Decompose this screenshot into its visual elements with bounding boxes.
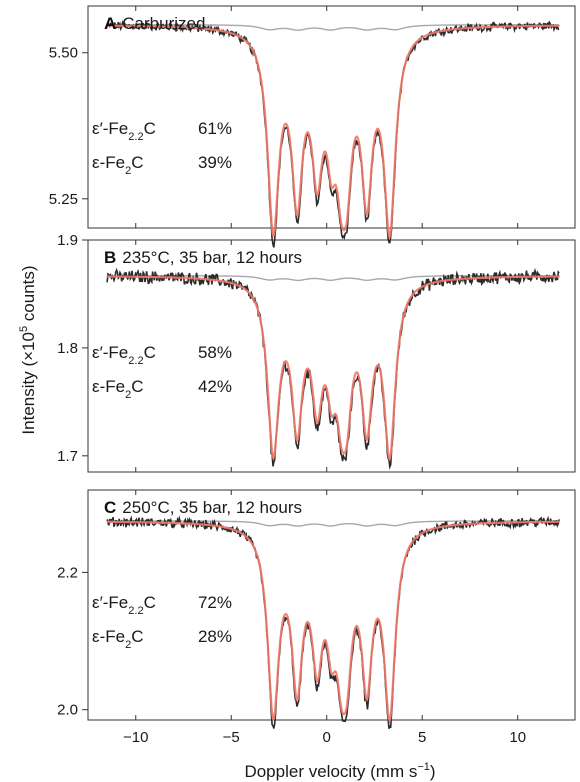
panel-b: 1.7 1.8 1.9 B 235°C, 35 bar, 12 hours ε′-Fe2.… — [57, 232, 576, 473]
panel-a: 5.25 5.50 A Carburized ε′-Fe2.2C 61% ε-Fe2C 39% — [49, 5, 576, 248]
x-tick-label: 10 — [509, 729, 526, 746]
panel-letter: B — [104, 248, 116, 267]
phase-label: ε′-Fe2.2C — [92, 343, 156, 367]
y-tick-label: 1.9 — [57, 232, 78, 249]
y-tick-label: 1.7 — [57, 448, 78, 465]
plot-frame — [87, 5, 576, 229]
fit-curve — [107, 275, 560, 462]
panel-letter: A — [104, 14, 116, 33]
x-axis-title: Doppler velocity (mm s−1) — [244, 761, 435, 781]
fit-curve — [107, 24, 560, 240]
fit-curve — [107, 520, 560, 724]
x-tick-label: −10 — [123, 729, 148, 746]
plot-frame — [87, 489, 576, 721]
panels: 5.25 5.50 A Carburized ε′-Fe2.2C 61% ε-Fe2C 39%… — [49, 5, 576, 746]
y-tick-label: 2.0 — [57, 702, 78, 719]
panel-c: 2.0 2.2 C 250°C, 35 bar, 12 hours ε′-Fe2.2C 7… — [57, 489, 576, 729]
panel-condition: 250°C, 35 bar, 12 hours — [122, 498, 302, 517]
panel-title: B 235°C, 35 bar, 12 hours — [104, 248, 302, 267]
phase-percent: 61% — [198, 119, 232, 138]
subspectrum-line — [107, 24, 559, 31]
panel-letter: C — [104, 498, 116, 517]
phase-percent: 58% — [198, 343, 232, 362]
y-tick-label: 1.8 — [57, 340, 78, 357]
phase-label: ε′-Fe2.2C — [92, 593, 156, 617]
x-tick-label: −5 — [223, 729, 240, 746]
phase-percent: 42% — [198, 377, 232, 396]
panel-condition: 235°C, 35 bar, 12 hours — [122, 248, 302, 267]
y-tick-label: 5.25 — [49, 191, 78, 208]
y-axis-title: Intensity (×105 counts) — [18, 265, 38, 434]
panel-condition: Carburized — [122, 14, 205, 33]
y-tick-label: 5.50 — [49, 45, 78, 62]
phase-percent: 28% — [198, 627, 232, 646]
phase-percent: 39% — [198, 153, 232, 172]
x-tick-label: 0 — [323, 729, 331, 746]
plot-frame — [87, 239, 576, 473]
measured-spectrum — [106, 267, 560, 470]
measured-spectrum — [106, 515, 560, 729]
panel-title: C 250°C, 35 bar, 12 hours — [104, 498, 302, 517]
x-tick-label: 5 — [418, 729, 426, 746]
phase-label: ε-Fe2C — [92, 153, 144, 177]
phase-label: ε-Fe2C — [92, 627, 144, 651]
panel-title: A Carburized — [104, 14, 205, 33]
y-tick-label: 2.2 — [57, 564, 78, 581]
phase-label: ε′-Fe2.2C — [92, 119, 156, 143]
phase-percent: 72% — [198, 593, 232, 612]
measured-spectrum — [106, 20, 560, 248]
phase-label: ε-Fe2C — [92, 377, 144, 401]
